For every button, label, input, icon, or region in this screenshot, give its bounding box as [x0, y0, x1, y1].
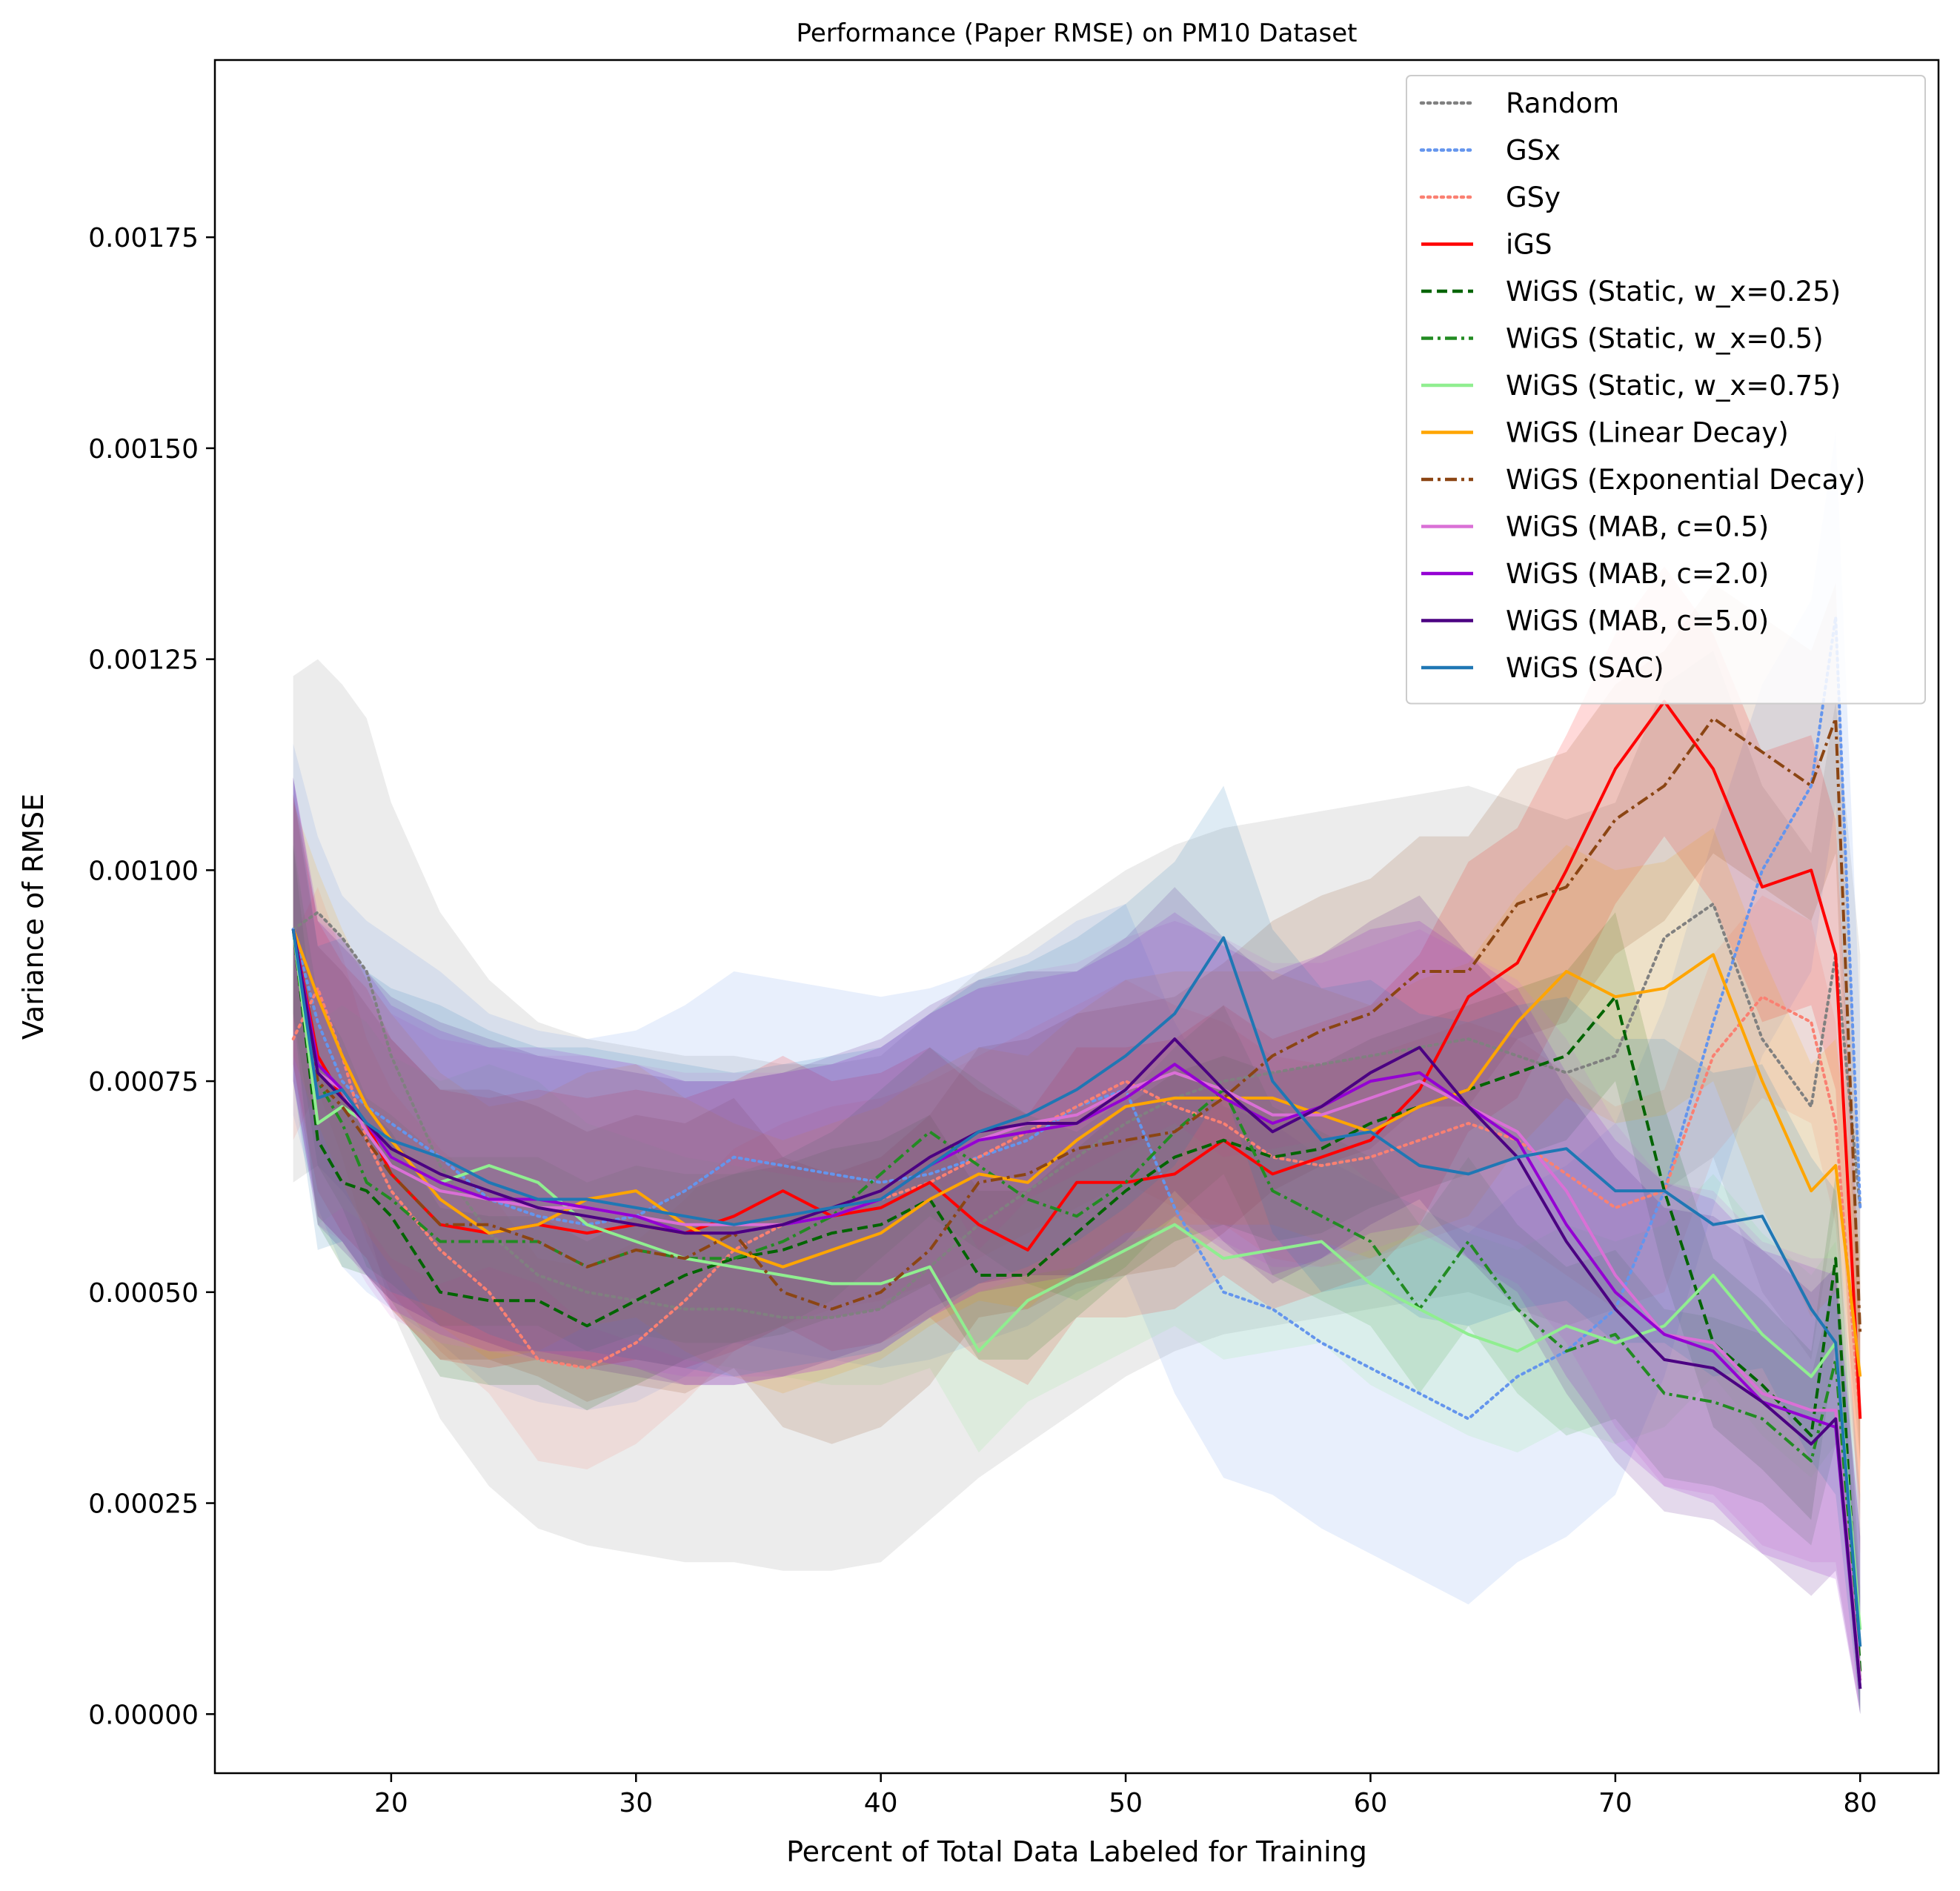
y-tick-label: 0.00125: [88, 645, 199, 676]
band-wigs-static-w-x-0-5: [293, 845, 1861, 1715]
y-tick-label: 0.00175: [88, 223, 199, 253]
x-tick-label: 50: [1109, 1788, 1143, 1818]
y-tick-label: 0.00000: [88, 1700, 199, 1730]
band-igs: [293, 566, 1861, 1554]
x-tick-label: 60: [1354, 1788, 1388, 1818]
line-wigs-mab-c-5-0: [291, 928, 1862, 1689]
line-wigs-mab-c-2-0: [291, 928, 1862, 1689]
legend: Random GSx GSy iGS WiGS (Static, w_x=0.25) Wi…: [1406, 75, 1926, 705]
x-axis-label: Percent of Total Data Labeled for Traini…: [786, 1835, 1367, 1868]
band-wigs-mab-c-5-0: [293, 777, 1861, 1715]
band-wigs-static-w-x-0-25: [293, 845, 1861, 1715]
series-lines: [291, 615, 1862, 1689]
line-wigs-exponential-decay: [291, 717, 1862, 1335]
legend-label: Random: [1506, 87, 1619, 119]
legend-label: WiGS (Static, w_x=0.75): [1506, 370, 1841, 402]
line-wigs-static-w-x-0-25: [291, 928, 1862, 1672]
confidence-bands: [293, 431, 1861, 1715]
y-tick-label: 0.00075: [88, 1067, 199, 1097]
line-random: [291, 902, 1862, 1319]
legend-label: iGS: [1506, 229, 1552, 261]
band-wigs-static-w-x-0-75: [293, 828, 1861, 1715]
x-tick-label: 80: [1843, 1788, 1877, 1818]
x-tick-label: 40: [864, 1788, 898, 1818]
band-gsx: [293, 431, 1861, 1605]
legend-label: WiGS (SAC): [1506, 652, 1664, 684]
band-wigs-sac: [293, 777, 1861, 1715]
y-axis: 0.00000 0.00025 0.00050 0.00075 0.00100 0.001…: [88, 223, 215, 1730]
line-wigs-static-w-x-0-5: [291, 928, 1862, 1681]
chart-title: Performance (Paper RMSE) on PM10 Dataset: [797, 19, 1358, 48]
y-axis-label: Variance of RMSE: [17, 794, 50, 1040]
legend-label: GSy: [1506, 182, 1561, 213]
legend-box: [1406, 75, 1926, 705]
y-tick-label: 0.00150: [88, 434, 199, 465]
y-tick-label: 0.00025: [88, 1489, 199, 1520]
x-axis: 20 30 40 50 60 70 80: [374, 1773, 1877, 1818]
legend-label: WiGS (MAB, c=5.0): [1506, 605, 1769, 637]
line-igs: [291, 699, 1862, 1419]
band-wigs-exponential-decay: [293, 583, 1861, 1469]
band-gsy: [293, 887, 1861, 1521]
y-tick-label: 0.00050: [88, 1278, 199, 1309]
legend-label: WiGS (Exponential Decay): [1506, 464, 1866, 496]
x-tick-label: 20: [374, 1788, 408, 1818]
line-wigs-sac: [291, 928, 1862, 1647]
legend-label: WiGS (Linear Decay): [1506, 417, 1789, 449]
band-wigs-mab-c-0-5: [293, 777, 1861, 1715]
legend-label: WiGS (MAB, c=2.0): [1506, 558, 1769, 590]
legend-label: WiGS (MAB, c=0.5): [1506, 511, 1769, 543]
band-random: [293, 651, 1861, 1571]
y-tick-label: 0.00100: [88, 856, 199, 886]
band-wigs-linear-decay: [293, 802, 1861, 1503]
line-wigs-static-w-x-0-75: [291, 928, 1862, 1630]
legend-label: WiGS (Static, w_x=0.25): [1506, 276, 1841, 308]
legend-label: WiGS (Static, w_x=0.5): [1506, 323, 1824, 355]
x-tick-label: 70: [1598, 1788, 1632, 1818]
band-wigs-mab-c-2-0: [293, 777, 1861, 1715]
x-tick-label: 30: [619, 1788, 653, 1818]
plot-frame: [213, 59, 1940, 1775]
legend-label: GSx: [1506, 135, 1561, 167]
